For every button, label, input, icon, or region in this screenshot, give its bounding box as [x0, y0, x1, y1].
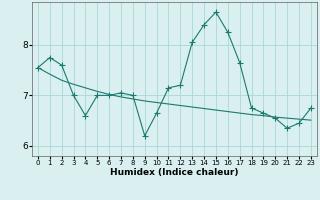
X-axis label: Humidex (Indice chaleur): Humidex (Indice chaleur) — [110, 168, 239, 177]
